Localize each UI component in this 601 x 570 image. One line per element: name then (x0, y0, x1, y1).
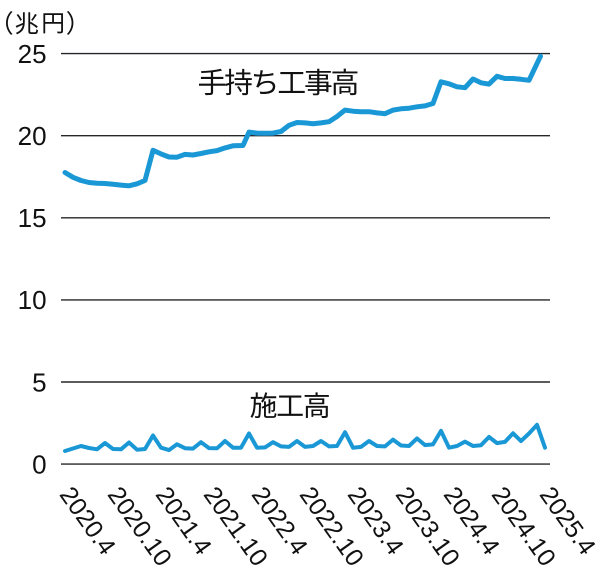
svg-text:15: 15 (18, 203, 47, 233)
svg-text:5: 5 (32, 367, 46, 397)
svg-text:25: 25 (18, 39, 47, 69)
svg-text:20: 20 (18, 121, 47, 151)
svg-text:10: 10 (18, 285, 47, 315)
svg-text:0: 0 (32, 449, 46, 479)
